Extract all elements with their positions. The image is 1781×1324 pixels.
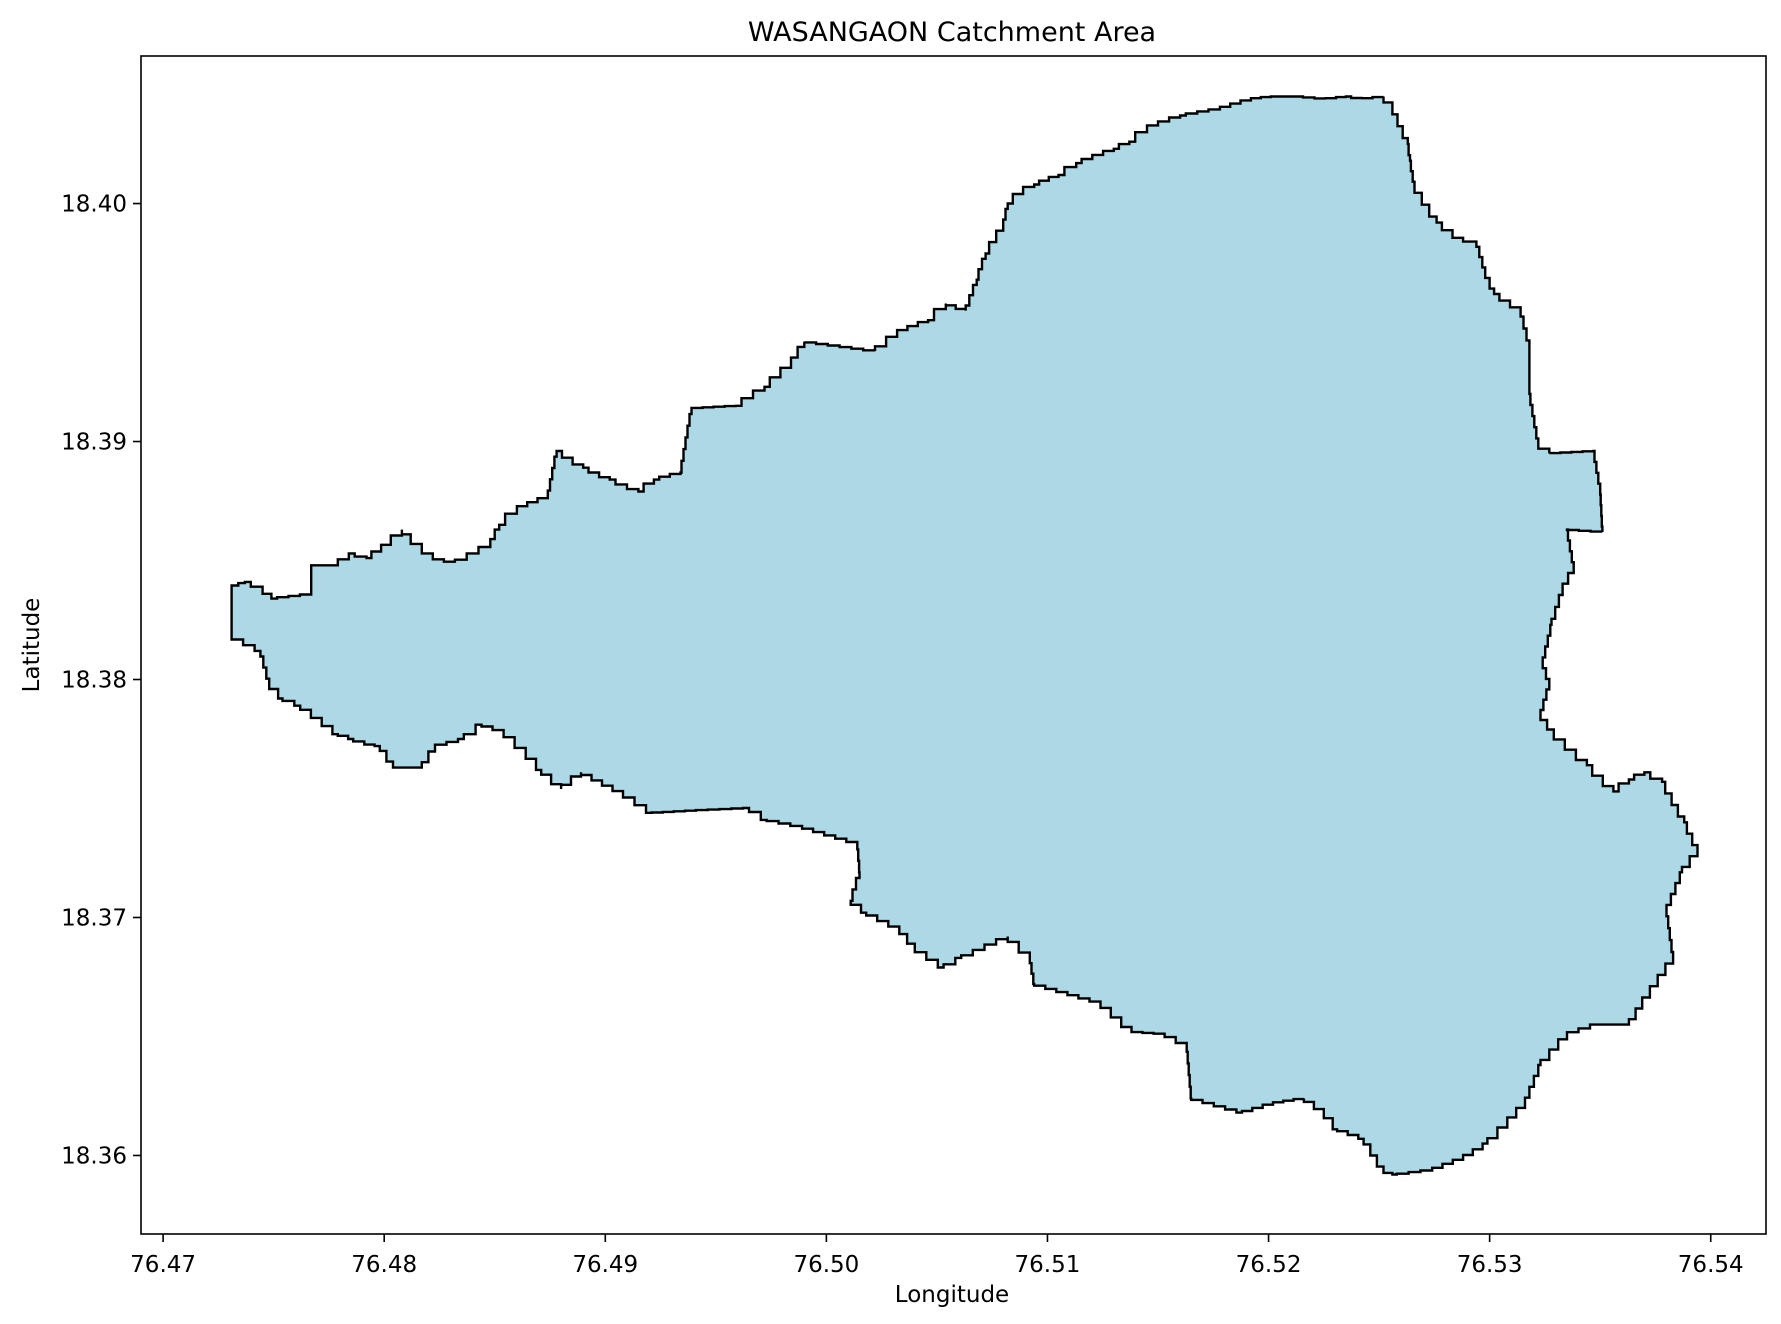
x-tick-label: 76.47	[130, 1252, 196, 1278]
y-tick-label: 18.36	[61, 1143, 127, 1169]
x-tick-label: 76.52	[1236, 1252, 1302, 1278]
chart-title: WASANGAON Catchment Area	[748, 17, 1156, 48]
x-tick-label: 76.53	[1457, 1252, 1523, 1278]
x-axis-label: Longitude	[895, 1282, 1009, 1308]
catchment-boundary-polygon	[230, 95, 1699, 1176]
plot-frame	[140, 55, 1767, 1235]
y-axis-label: Latitude	[19, 598, 45, 693]
x-tick-label: 76.54	[1678, 1252, 1744, 1278]
x-tick-label: 76.48	[351, 1252, 417, 1278]
plot-area	[230, 95, 1699, 1176]
x-axis-ticks: 76.47 76.48 76.49 76.50 76.51 76.52 76.53 76.54	[130, 1234, 1744, 1278]
y-tick-label: 18.39	[61, 430, 127, 456]
y-tick-label: 18.38	[61, 668, 127, 694]
x-tick-label: 76.50	[793, 1252, 859, 1278]
y-tick-label: 18.37	[61, 905, 127, 931]
x-tick-label: 76.49	[572, 1252, 638, 1278]
y-tick-label: 18.40	[61, 192, 127, 218]
y-axis-ticks: 18.36 18.37 18.38 18.39 18.40	[61, 192, 141, 1169]
x-tick-label: 76.51	[1015, 1252, 1081, 1278]
